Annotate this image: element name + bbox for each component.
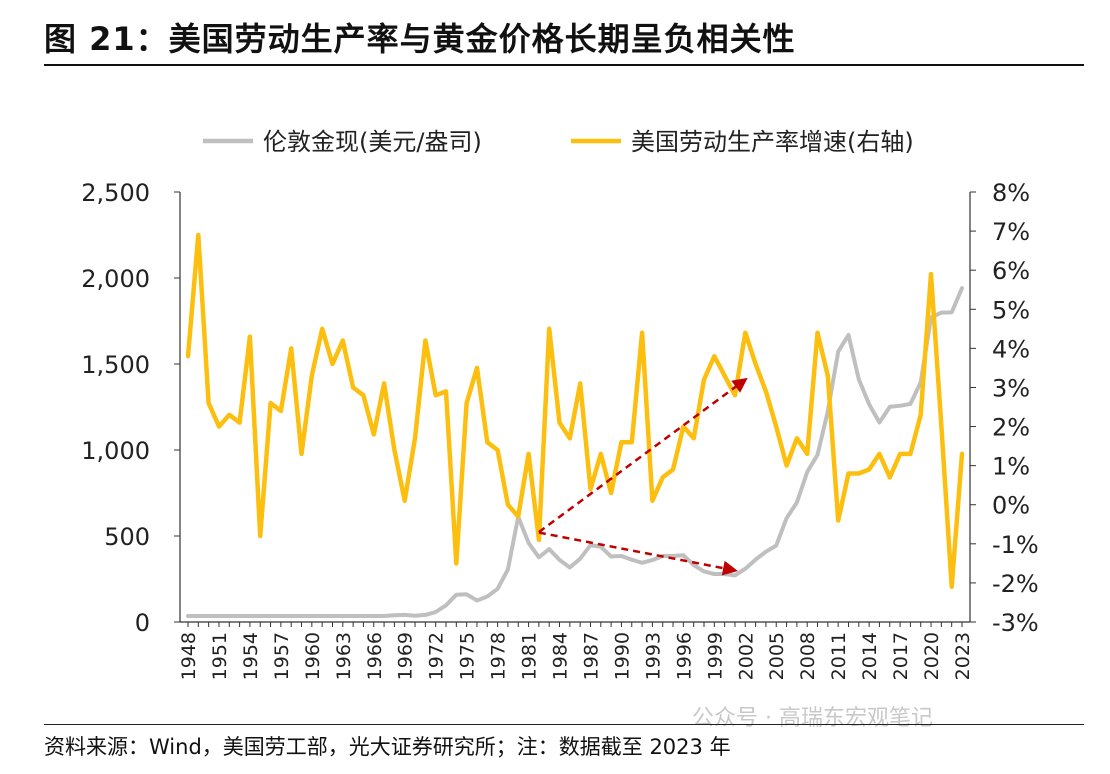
right-axis-tick-label: -1%: [992, 531, 1039, 559]
x-axis-tick-label: 1984: [550, 632, 572, 680]
right-axis-tick-label: 6%: [992, 257, 1030, 285]
gold-price-line: [186, 286, 964, 618]
legend: 伦敦金现(美元/盎司) 美国劳动生产率增速(右轴): [203, 128, 914, 156]
source-divider: [44, 724, 1084, 725]
x-axis-tick-label: 1960: [302, 632, 324, 680]
x-axis-tick-label: 1981: [519, 632, 541, 680]
right-axis-tick-label: 7%: [992, 218, 1030, 246]
x-axis-tick-label: 2011: [828, 632, 850, 680]
x-axis-tick-label: 1957: [271, 632, 293, 680]
x-axis-tick-label: 1990: [611, 632, 633, 680]
left-axis-tick-label: 1,000: [81, 437, 150, 465]
right-axis-tick-label: 5%: [992, 296, 1030, 324]
x-axis-tick-label: 2017: [890, 632, 912, 680]
left-axis-tick-label: 500: [104, 523, 150, 551]
x-axis-tick-label: 1948: [178, 632, 200, 680]
annotation-layer: [538, 377, 748, 576]
x-axis-tick-label: 1966: [364, 632, 386, 680]
legend-gold-label: 伦敦金现(美元/盎司): [263, 128, 482, 156]
right-axis-tick-label: 3%: [992, 374, 1030, 402]
axes: 0 500 1,000 1,500 2,000 2,500 -3% -2% -1% 0% 1% 2% 3…: [81, 179, 1038, 680]
x-axis-tick-label: 1969: [395, 632, 417, 680]
x-axis-tick-label: 2014: [859, 632, 881, 680]
x-axis-tick-label: 1996: [673, 632, 695, 680]
watermark: 公众号 · 高瑞东宏观笔记: [692, 706, 933, 731]
right-axis-tick-label: 0%: [992, 492, 1030, 520]
left-axis-tick-label: 0: [135, 609, 150, 637]
x-axis-tick-label: 1972: [426, 632, 448, 680]
right-axis-tick-label: -2%: [992, 570, 1039, 598]
x-axis-tick-label: 1978: [488, 632, 510, 680]
right-axis-tick-label: -3%: [992, 609, 1039, 637]
source-note: 资料来源：Wind，美国劳工部，光大证券研究所；注：数据截至 2023 年: [44, 735, 731, 759]
x-axis-tick-label: 1987: [580, 632, 602, 680]
x-axis-tick-label: 2008: [797, 632, 819, 680]
chart-title: 图 21：美国劳动生产率与黄金价格长期呈负相关性: [44, 20, 796, 58]
right-axis-tick-label: 8%: [992, 179, 1030, 207]
x-axis-tick-label: 1951: [209, 632, 231, 680]
title-divider: [44, 64, 1084, 66]
trend-arrow-2: [538, 531, 738, 576]
x-axis-tick-label: 2023: [952, 632, 974, 680]
left-axis-tick-label: 1,500: [81, 351, 150, 379]
x-axis-tick-label: 1993: [642, 632, 664, 680]
x-axis-tick-label: 2020: [921, 632, 943, 680]
legend-productivity-label: 美国劳动生产率增速(右轴): [631, 128, 914, 156]
trend-arrow-1: [538, 377, 748, 534]
x-axis-tick-label: 1954: [240, 632, 262, 680]
right-axis-tick-label: 1%: [992, 453, 1030, 481]
left-axis-tick-label: 2,000: [81, 265, 150, 293]
series-layer: [185, 232, 965, 618]
x-axis-tick-label: 1975: [457, 632, 479, 680]
x-axis-tick-label: 2002: [735, 632, 757, 680]
productivity-growth-line: [185, 232, 965, 590]
right-axis-tick-label: 4%: [992, 335, 1030, 363]
x-axis-tick-label: 1963: [333, 632, 355, 680]
left-axis-tick-label: 2,500: [81, 179, 150, 207]
x-axis-tick-label: 2005: [766, 632, 788, 680]
x-axis-tick-label: 1999: [704, 632, 726, 680]
right-axis-tick-label: 2%: [992, 414, 1030, 442]
